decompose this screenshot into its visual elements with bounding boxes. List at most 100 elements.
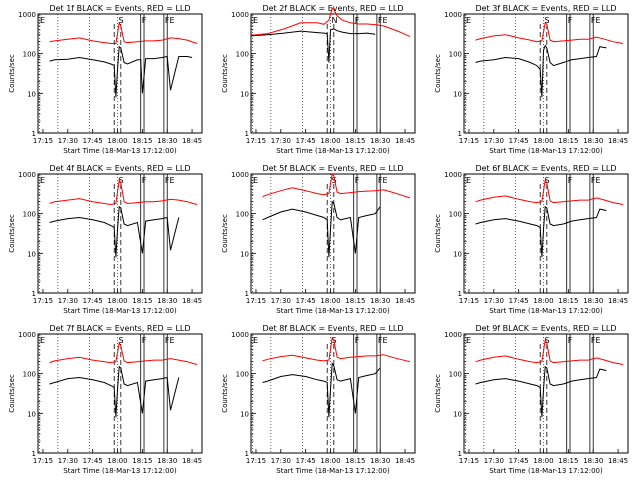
- panel-title: Det 5f BLACK = Events, RED = LLD: [262, 164, 403, 173]
- marker-label: E: [40, 336, 45, 345]
- y-axis-label: Counts/sec: [434, 214, 442, 253]
- y-tick-label: 1: [245, 450, 249, 458]
- marker-label: S: [119, 336, 124, 345]
- x-tick-label: 18:15: [132, 297, 152, 305]
- series-line-events: [262, 362, 381, 418]
- series-line-events: [475, 44, 607, 98]
- series-line-lld: [475, 21, 624, 44]
- marker-label: F: [568, 336, 573, 345]
- y-axis-label: Counts/sec: [434, 374, 442, 413]
- series-line-lld: [262, 336, 411, 363]
- x-tick-label: 18:30: [370, 457, 390, 465]
- plot-frame: [463, 173, 629, 294]
- x-tick-label: 18:30: [157, 457, 177, 465]
- x-tick-label: 17:45: [509, 457, 529, 465]
- series-line-events: [475, 205, 607, 258]
- y-tick-label: 1: [32, 450, 36, 458]
- x-tick-label: 17:30: [58, 297, 78, 305]
- x-tick-label: 18:15: [132, 457, 152, 465]
- x-tick-label: 18:00: [107, 457, 127, 465]
- x-tick-label: 17:45: [83, 297, 103, 305]
- series-line-events: [262, 200, 381, 258]
- x-tick-label: 18:30: [157, 297, 177, 305]
- series-line-events: [49, 205, 180, 258]
- panel-det-7: Det 7f BLACK = Events, RED = LLD S F FE E 1 10…: [8, 324, 203, 475]
- panel-title: Det 8f BLACK = Events, RED = LLD: [262, 324, 403, 333]
- panel-title: Det 9f BLACK = Events, RED = LLD: [475, 324, 616, 333]
- plot-frame: [250, 13, 416, 134]
- x-tick-label: 18:45: [182, 137, 202, 145]
- panel-det-1: Det 1f BLACK = Events, RED = LLD S F FE E 1 10…: [8, 4, 203, 155]
- y-tick-label: 100: [23, 371, 36, 379]
- marker-label: E: [40, 176, 45, 185]
- x-tick-label: 17:15: [246, 137, 266, 145]
- x-tick-label: 17:45: [296, 137, 316, 145]
- series-line-lld: [250, 7, 411, 38]
- x-tick-label: 17:30: [271, 137, 291, 145]
- marker-label: E: [253, 176, 258, 185]
- y-axis-label: Counts/sec: [8, 54, 16, 93]
- x-tick-label: 18:45: [395, 457, 415, 465]
- series-line-lld: [475, 178, 624, 205]
- y-tick-label: 100: [23, 211, 36, 219]
- x-tick-label: 18:15: [345, 137, 365, 145]
- x-axis-label: Start Time (18-Mar-13 17:12:00): [63, 467, 177, 475]
- x-tick-label: 18:15: [345, 457, 365, 465]
- x-tick-label: 17:30: [271, 457, 291, 465]
- x-tick-label: 17:45: [509, 137, 529, 145]
- marker-label: F: [355, 176, 360, 185]
- x-tick-label: 17:45: [296, 457, 316, 465]
- x-tick-label: 18:45: [608, 457, 628, 465]
- y-tick-label: 100: [236, 211, 249, 219]
- y-tick-label: 100: [23, 51, 36, 59]
- y-tick-label: 10: [453, 410, 462, 418]
- y-tick-label: 100: [449, 371, 462, 379]
- x-tick-label: 18:00: [533, 457, 553, 465]
- x-tick-label: 17:15: [459, 297, 479, 305]
- marker-label: E: [40, 16, 45, 25]
- x-axis-label: Start Time (18-Mar-13 17:12:00): [276, 467, 390, 475]
- plot-frame: [37, 173, 203, 294]
- y-tick-label: 10: [453, 90, 462, 98]
- marker-label: F: [142, 16, 147, 25]
- y-tick-label: 1: [32, 290, 36, 298]
- x-tick-label: 18:30: [583, 137, 603, 145]
- x-axis-label: Start Time (18-Mar-13 17:12:00): [63, 307, 177, 315]
- plot-frame: [463, 13, 629, 134]
- y-tick-label: 1: [245, 290, 249, 298]
- x-tick-label: 18:45: [182, 457, 202, 465]
- y-tick-label: 10: [240, 90, 249, 98]
- plot-frame: [37, 13, 203, 134]
- x-tick-label: 18:30: [583, 457, 603, 465]
- x-tick-label: 17:30: [58, 457, 78, 465]
- marker-label: S: [545, 176, 550, 185]
- y-tick-label: 1000: [18, 11, 36, 19]
- marker-label: S: [545, 16, 550, 25]
- marker-label: S: [545, 336, 550, 345]
- series-line-events: [49, 365, 180, 418]
- x-axis-label: Start Time (18-Mar-13 17:12:00): [63, 147, 177, 155]
- x-tick-label: 18:45: [395, 297, 415, 305]
- series-line-lld: [475, 338, 624, 365]
- x-tick-label: 18:30: [157, 137, 177, 145]
- marker-label: FE: [165, 16, 175, 25]
- x-tick-label: 17:30: [484, 297, 504, 305]
- marker-label: E: [466, 16, 471, 25]
- series-line-lld: [49, 21, 198, 44]
- x-tick-label: 18:15: [558, 137, 578, 145]
- marker-label: S: [119, 176, 124, 185]
- marker-label: S: [332, 176, 337, 185]
- marker-label: FE: [591, 336, 601, 345]
- x-axis-label: Start Time (18-Mar-13 17:12:00): [489, 467, 603, 475]
- panel-title: Det 4f BLACK = Events, RED = LLD: [49, 164, 190, 173]
- x-tick-label: 18:00: [533, 137, 553, 145]
- x-tick-label: 17:15: [33, 297, 53, 305]
- x-tick-label: 17:45: [296, 297, 316, 305]
- y-tick-label: 10: [27, 90, 36, 98]
- y-tick-label: 1000: [18, 331, 36, 339]
- plot-frame: [250, 333, 416, 454]
- x-tick-label: 17:30: [484, 137, 504, 145]
- y-tick-label: 1: [32, 130, 36, 138]
- y-tick-label: 10: [240, 250, 249, 258]
- x-tick-label: 17:30: [484, 457, 504, 465]
